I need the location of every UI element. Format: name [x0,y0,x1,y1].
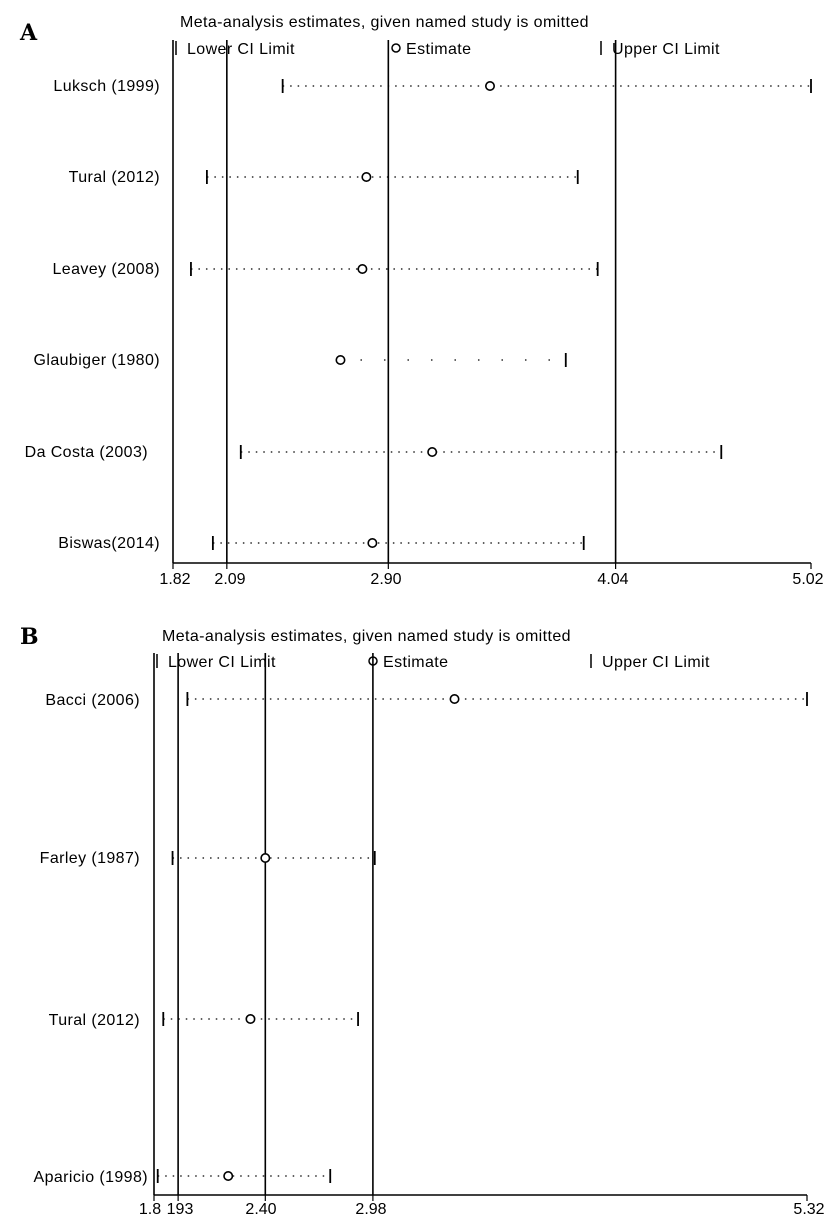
panel-a: A Meta-analysis estimates, given named s… [19,14,824,588]
estimate-legend-label: Estimate [383,654,448,671]
study-label: Farley (1987) [40,850,140,867]
estimate-marker [245,1013,256,1024]
estimate-marker [357,263,368,274]
panel-a-plot [172,40,812,569]
estimate-legend-label: Estimate [406,41,471,58]
estimate-marker [260,852,271,863]
study-label: Aparicio (1998) [34,1169,149,1186]
panel-a-legend: Lower CI Limit Estimate Upper CI Limit [175,41,720,58]
study-label: Tural (2012) [69,169,160,186]
study-label: Tural (2012) [49,1012,140,1029]
estimate-marker [449,693,460,704]
study-label: Luksch (1999) [53,78,160,95]
x-tick-label: 2.90 [370,571,401,588]
estimate-marker [223,1171,234,1182]
lower-ci-legend-label: Lower CI Limit [168,654,276,671]
panel-b-letter: B [20,624,39,650]
study-label: Biswas(2014) [58,535,160,552]
panel-b-plot [153,653,808,1201]
panel-b-legend: Lower CI Limit Estimate Upper CI Limit [156,654,710,671]
x-tick-label: 2.40 [245,1201,276,1218]
panel-a-letter: A [19,20,38,46]
x-tick-label: 5.32 [793,1201,824,1218]
estimate-marker [427,446,438,457]
estimate-marker [485,81,496,92]
x-tick-label: 2.09 [214,571,245,588]
panel-b-title: Meta-analysis estimates, given named stu… [162,628,571,645]
x-tick-label: 5.02 [792,571,823,588]
estimate-marker [335,354,346,365]
study-label: Da Costa (2003) [25,444,148,461]
study-label: Bacci (2006) [45,692,140,709]
panel-a-tick-labels: 1.82 2.09 2.90 4.04 5.02 [159,571,823,588]
x-tick-label: 4.04 [597,571,628,588]
estimate-marker [361,172,372,183]
panel-a-title: Meta-analysis estimates, given named stu… [180,14,589,31]
upper-ci-legend-label: Upper CI Limit [612,41,720,58]
x-tick-label: 2.98 [355,1201,386,1218]
lower-ci-legend-label: Lower CI Limit [187,41,295,58]
x-tick-label: 1.8 [139,1201,161,1218]
estimate-legend-marker [391,43,401,53]
panel-a-study-labels: Luksch (1999) Tural (2012) Leavey (2008)… [25,78,160,552]
panel-b-tick-labels: 1.8 193 2.40 2.98 5.32 [139,1201,825,1218]
study-label: Leavey (2008) [53,261,161,278]
x-tick-label: 1.82 [159,571,190,588]
x-tick-label: 193 [167,1201,194,1218]
panel-b: B Meta-analysis estimates, given named s… [20,624,825,1218]
panel-b-study-labels: Bacci (2006) Farley (1987) Tural (2012) … [34,692,149,1186]
estimate-marker [367,537,378,548]
upper-ci-legend-label: Upper CI Limit [602,654,710,671]
study-label: Glaubiger (1980) [34,352,160,369]
